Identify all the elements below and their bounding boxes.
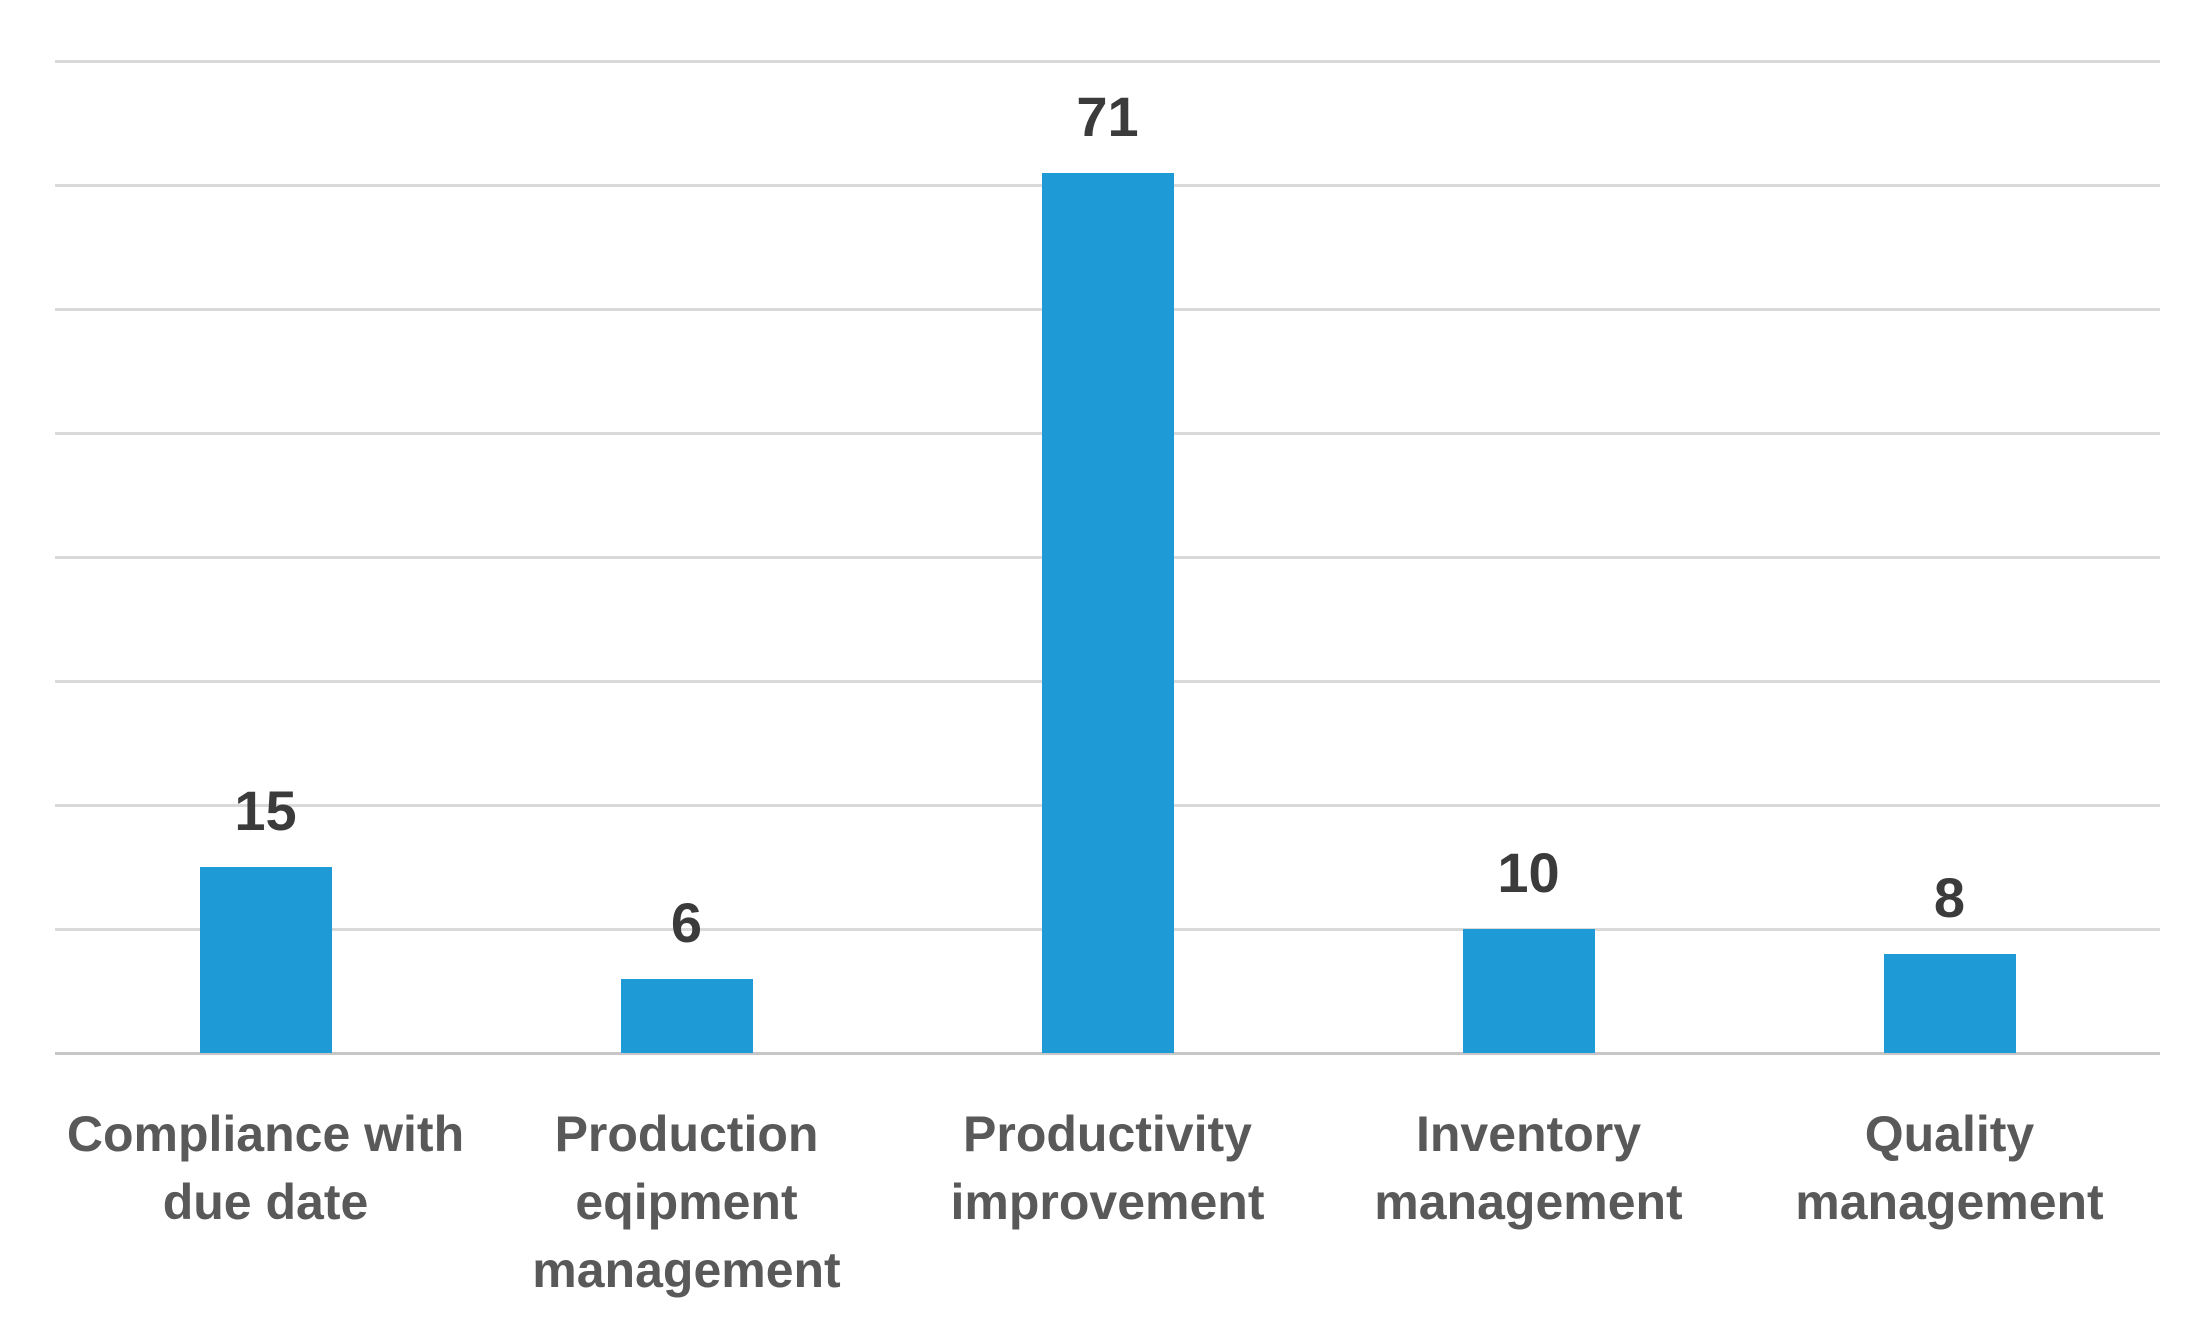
data-label: 71 — [1076, 84, 1139, 148]
data-label: 8 — [1933, 865, 1966, 929]
category-label: Quality management — [1795, 1106, 2104, 1230]
bar-production-eqipment-management — [620, 978, 753, 1053]
category-label: Compliance with due date — [66, 1106, 465, 1230]
plot-area: 15 6 71 10 8 — [55, 60, 2160, 1055]
category-label: Inventory management — [1374, 1106, 1683, 1230]
bar-productivity-improvement — [1041, 172, 1174, 1053]
bar-inventory-management — [1462, 929, 1595, 1053]
category-label: Production eqipment management — [532, 1106, 841, 1298]
x-axis-line — [55, 1052, 2160, 1055]
bar-quality-management — [1883, 953, 2016, 1053]
data-label: 10 — [1497, 841, 1560, 904]
bar-compliance-with-due-date — [199, 867, 332, 1053]
category-axis: Compliance with due date Production eqipm… — [55, 1053, 2160, 1304]
data-label: 15 — [234, 779, 297, 842]
gridline — [55, 60, 2160, 63]
category-label: Productivity improvement — [950, 1106, 1265, 1230]
data-label: 6 — [670, 890, 703, 954]
